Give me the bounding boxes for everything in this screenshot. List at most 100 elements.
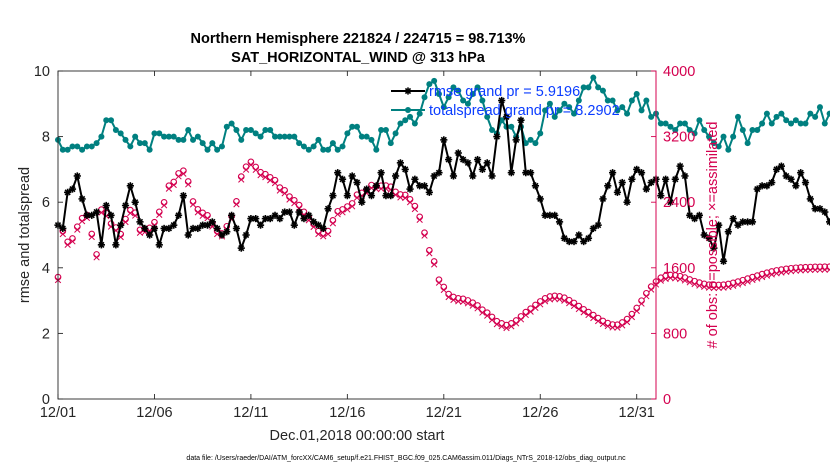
totalspread-point [339,143,346,150]
totalspread-point [161,133,168,140]
totalspread-point [387,140,394,147]
rmse-point [676,162,684,170]
totalspread-point [701,127,708,134]
obs-assimilated-point [570,302,578,310]
rmse-point [194,224,202,233]
obs-assimilated-point [541,298,549,305]
totalspread-point [667,123,674,130]
x-tick-label: 12/01 [40,405,76,421]
obs-assimilated-point [170,181,177,189]
totalspread-point [522,140,529,147]
obs-assimilated-point [450,296,457,304]
chart-title-line1: Northern Hemisphere 221824 / 224715 = 98… [191,31,526,47]
totalspread-point [209,140,216,147]
totalspread-point [633,90,640,97]
y-left-tick-label: 2 [42,326,50,342]
obs-assimilated-point [252,166,259,174]
totalspread-point [416,110,423,117]
obs-assimilated-point [349,203,356,210]
rmse-point [734,221,742,229]
rmse-point [493,133,501,141]
totalspread-point [349,123,356,130]
totalspread-point [257,133,264,140]
totalspread-point [93,140,100,147]
totalspread-point [484,113,491,120]
obs-assimilated-point [339,209,346,216]
rmse-point [334,169,342,177]
rmse-point [792,182,800,190]
rmse-point [425,188,433,196]
totalspread-point [262,127,269,134]
totalspread-point [310,143,317,150]
rmse-point [512,136,520,144]
rmse-point [174,211,183,219]
rmse-point [218,231,226,239]
obs-assimilated-point [286,196,293,203]
obs-assimilated-point [426,250,433,257]
obs-assimilated-point [59,230,66,238]
y-left-tick-label: 4 [42,261,50,277]
obs-assimilated-point [122,218,129,226]
obs-assimilated-point [614,324,621,331]
rmse-point [102,201,110,210]
rmse-point [777,162,785,170]
obs-assimilated-point [623,318,631,326]
obs-assimilated-point [512,320,520,327]
y-axis-right: 0 800 1600 2400 3200 4000 [651,64,695,408]
y-right-tick-label: 3200 [663,130,695,146]
obs-assimilated-point [585,311,592,319]
totalspread-point [604,97,611,104]
obs-assimilated-point [739,279,746,287]
obs-assimilated-point [609,324,616,331]
obs-assimilated-point [503,324,510,332]
obs-assimilated-point [247,161,255,168]
rmse-point [64,188,72,196]
rmse-point [391,172,400,180]
rmse-point [309,218,318,226]
rmse-point [642,185,650,193]
totalspread-point [392,130,399,137]
rmse-point [454,149,462,157]
obs-assimilated-point [435,279,443,286]
totalspread-point [59,146,66,153]
totalspread-point [821,120,828,127]
totalspread-point [136,140,143,147]
rmse-point [806,195,814,203]
rmse-point [551,211,559,219]
rmse-point [594,221,602,229]
totalspread-point [619,104,626,111]
y-right-tick-label: 2400 [663,195,695,211]
rmse-point [604,182,612,190]
totalspread-point [797,120,804,127]
rmse-point [136,218,144,226]
obs-assimilated-point [768,271,775,278]
rmse-point [575,231,583,239]
obs-assimilated-point [566,300,573,307]
totalspread-point [551,113,558,120]
totalspread-point [247,127,254,134]
rmse-point [121,201,130,210]
totalspread-point [69,143,76,150]
totalspread-point [763,110,770,117]
rmse-point [647,178,655,187]
rmse-point [449,172,458,180]
rmse-point [112,241,120,249]
obs-assimilated-point [440,286,447,294]
rmse-point [690,215,699,223]
rmse-point [570,237,578,246]
totalspread-point [445,94,452,101]
totalspread-point [710,140,717,147]
totalspread-point [218,143,225,150]
totalspread-point [783,117,790,124]
y-left-tick-label: 0 [42,392,50,408]
rmse-point [242,231,250,239]
rmse-point [589,224,597,233]
rmse-point [608,169,617,177]
obs-assimilated-point [64,241,71,248]
rmse-point [232,224,241,233]
rmse-point [507,169,515,177]
totalspread-point [638,107,645,114]
x-tick-label: 12/11 [233,405,268,421]
rmse-series [54,96,830,265]
totalspread-point [734,113,741,120]
